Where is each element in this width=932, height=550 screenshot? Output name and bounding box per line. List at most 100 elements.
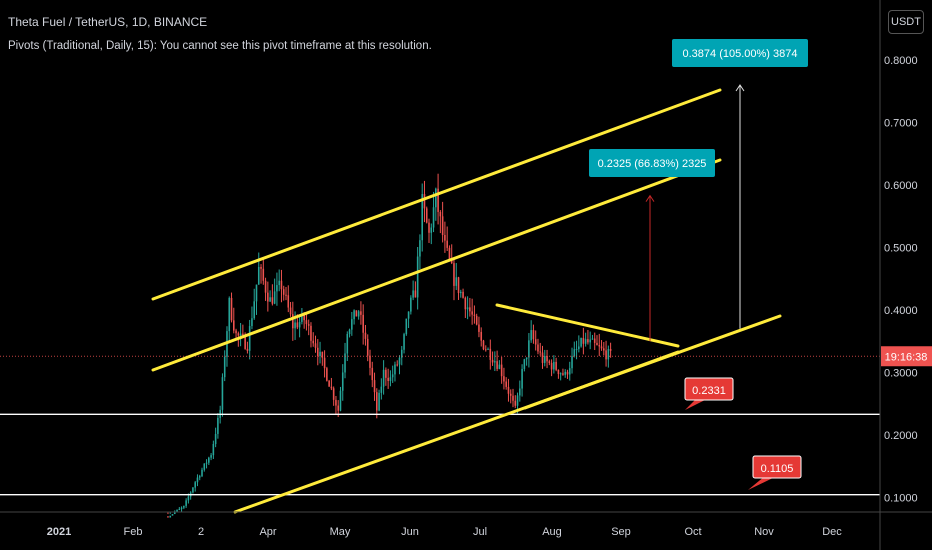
candle-body [205,462,208,464]
candle-body [373,380,376,393]
candle-body [609,348,612,351]
trendline[interactable] [523,350,680,410]
target-label: 0.3874 (105.00%) 3874 [683,48,798,60]
candle-body [194,482,196,488]
candle-body [185,500,187,506]
candle-body [589,339,591,343]
time-tick-label: Sep [611,526,631,538]
candle-body [287,295,290,308]
candle-body [496,361,498,369]
trendline[interactable] [495,303,680,348]
candle-body [441,216,444,235]
candle-body [571,356,573,369]
candle-body [521,368,523,389]
candle-body [294,322,296,329]
candle-body [553,361,555,370]
candle-body [223,356,226,378]
candle-body [514,400,517,406]
candle-body [244,335,246,349]
currency-button[interactable]: USDT [888,10,924,34]
candle-body [176,509,178,513]
candle-body [360,311,362,315]
trendline[interactable] [151,158,722,372]
target-label: 0.2325 (66.83%) 2325 [598,158,707,170]
candle-body [455,277,458,286]
level-callout-label: 0.1105 [761,463,794,475]
candle-body [435,188,437,208]
candle-body [183,505,185,508]
candle-body [503,376,505,382]
candle-body [357,311,360,317]
target-label-box[interactable] [589,149,715,177]
candle-body [310,325,312,341]
price-tick-label: 0.3000 [884,368,918,380]
candle-body [198,476,201,478]
candle-body [351,319,353,330]
pivots-indicator-label: Pivots (Traditional, Daily, 15): You can… [8,40,432,52]
time-tick-label: Dec [822,526,842,538]
candle-body [557,369,560,374]
candle-body [407,311,410,319]
candle-body [546,356,548,362]
level-callout-box[interactable] [752,455,802,479]
candle-body [371,367,374,381]
candle-body [314,343,317,348]
candle-body [432,207,435,228]
candle-body [587,339,589,343]
candle-body [555,361,557,370]
candle-body [255,284,258,302]
candle-body [480,331,483,341]
candle-body [380,386,383,393]
candle-body [459,291,462,294]
candle-body [382,369,385,387]
candle-body [264,280,267,293]
candle-body [301,314,303,322]
candle-body [512,395,514,401]
candle-body [353,310,355,320]
candle-body [543,356,546,363]
candle-body [444,234,446,241]
price-tick-label: 0.7000 [884,118,918,130]
candle-body [539,351,542,353]
horizontal-levels-layer: 0.2331 0.1105 [0,355,880,496]
candle-body [321,351,324,358]
candle-body [364,332,367,339]
candle-body [355,310,358,317]
candle-body [296,322,299,328]
candle-body [564,371,567,375]
time-tick-label: Feb [124,526,143,538]
candle-body [348,329,351,334]
candle-body [532,330,535,340]
candle-body [471,311,473,315]
candle-body [448,247,451,260]
trendline[interactable] [151,88,722,301]
candle-body [173,512,176,515]
time-tick-label: 2021 [47,526,71,538]
candle-body [453,263,455,286]
level-callout-box[interactable] [684,377,734,401]
candle-body [548,361,551,363]
candle-body [494,361,496,363]
candle-body [498,364,501,369]
candle-body [316,347,319,356]
chart-title: Theta Fuel / TetherUS, 1D, BINANCE [8,15,208,29]
candle-body [341,372,344,391]
candle-body [410,297,412,312]
candle-body [339,390,342,411]
time-tick-label: Oct [684,526,701,538]
candle-body [366,338,369,356]
candle-body [212,443,215,456]
price-tick-label: 0.5000 [884,243,918,255]
candle-body [414,290,417,298]
level-callout-label: 0.2331 [692,385,726,397]
trendline[interactable] [233,314,782,514]
time-tick-label: Aug [542,526,562,538]
candle-body [178,508,181,510]
target-label-box[interactable] [672,39,808,67]
candle-body [337,405,340,411]
candle-body [605,350,607,360]
candle-body [425,208,428,223]
candle-body [387,377,389,382]
